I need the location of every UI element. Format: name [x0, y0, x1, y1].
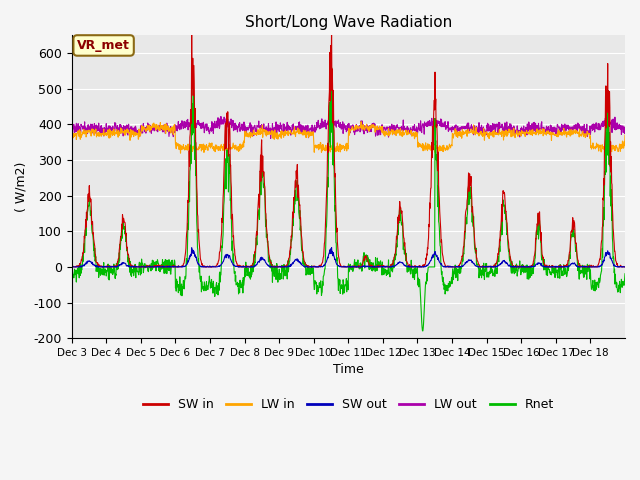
SW in	[614, 264, 622, 270]
Rnet	[334, 276, 342, 282]
SW in	[561, 264, 568, 269]
LW out	[267, 135, 275, 141]
Rnet	[419, 328, 427, 334]
LW out	[68, 126, 76, 132]
LW in	[614, 146, 622, 152]
LW out	[154, 124, 162, 130]
Y-axis label: ( W/m2): ( W/m2)	[15, 162, 28, 212]
SW out	[614, 264, 622, 270]
SW in	[155, 263, 163, 269]
SW in	[328, 23, 335, 28]
Rnet	[154, 261, 162, 266]
Rnet	[614, 288, 622, 294]
SW in	[621, 264, 629, 270]
SW in	[479, 264, 487, 269]
SW in	[324, 141, 332, 146]
Rnet	[328, 65, 335, 71]
Text: VR_met: VR_met	[77, 39, 130, 52]
LW out	[561, 130, 568, 136]
LW out	[621, 127, 629, 132]
Rnet	[479, 273, 487, 278]
SW in	[68, 264, 76, 270]
Line: LW out: LW out	[72, 117, 625, 138]
Rnet	[68, 265, 76, 271]
Legend: SW in, LW in, SW out, LW out, Rnet: SW in, LW in, SW out, LW out, Rnet	[138, 393, 559, 416]
SW in	[68, 263, 76, 269]
Rnet	[621, 271, 629, 276]
SW out	[334, 263, 342, 268]
LW out	[217, 114, 225, 120]
LW out	[335, 117, 342, 123]
Line: SW in: SW in	[72, 25, 625, 267]
SW out	[68, 264, 76, 270]
Title: Short/Long Wave Radiation: Short/Long Wave Radiation	[244, 15, 452, 30]
LW in	[561, 132, 568, 138]
SW out	[323, 256, 331, 262]
LW in	[68, 132, 76, 137]
SW out	[479, 264, 487, 270]
Line: SW out: SW out	[72, 248, 625, 267]
LW out	[324, 118, 332, 124]
Rnet	[561, 268, 568, 274]
X-axis label: Time: Time	[333, 363, 364, 376]
SW out	[560, 264, 568, 270]
Rnet	[323, 199, 331, 205]
LW in	[621, 132, 629, 138]
SW out	[621, 264, 629, 270]
LW out	[614, 123, 622, 129]
LW in	[357, 119, 365, 125]
SW out	[328, 245, 335, 251]
LW out	[479, 124, 487, 130]
SW in	[335, 253, 342, 259]
LW in	[334, 145, 342, 151]
LW in	[154, 124, 162, 130]
LW in	[324, 146, 332, 152]
SW out	[154, 264, 162, 270]
Line: LW in: LW in	[72, 122, 625, 153]
Line: Rnet: Rnet	[72, 68, 625, 331]
LW in	[479, 133, 487, 139]
LW in	[177, 150, 184, 156]
